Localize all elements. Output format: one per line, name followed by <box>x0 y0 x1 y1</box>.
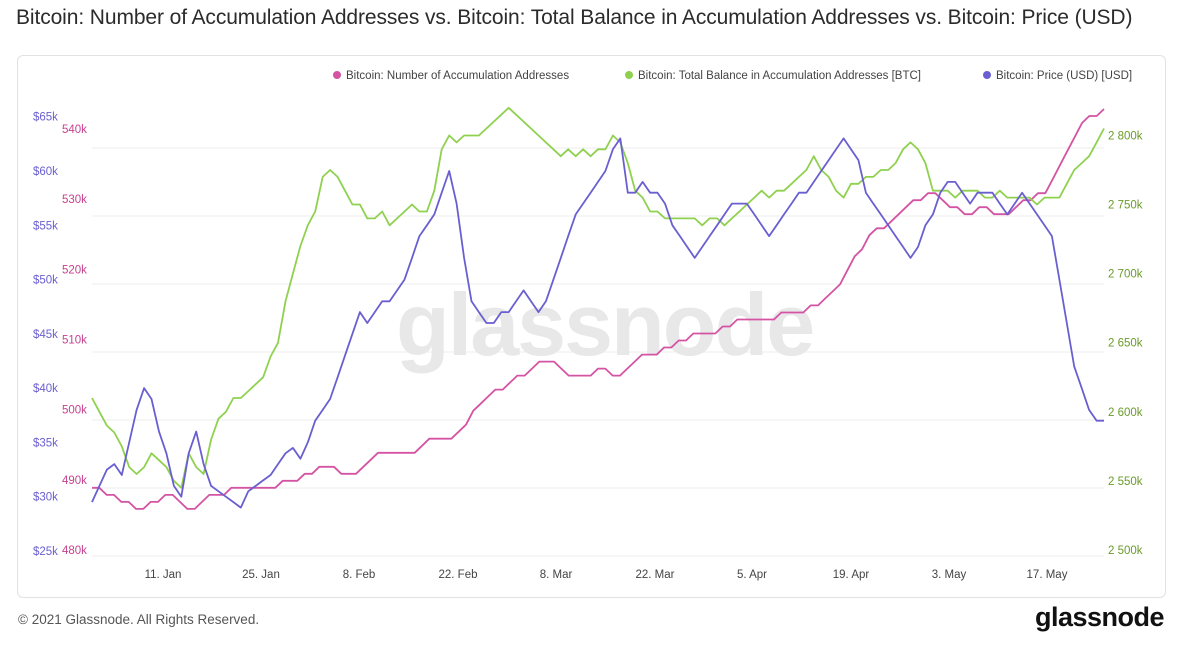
balance-tick: 2 750k <box>1108 200 1143 212</box>
legend-marker <box>983 71 991 79</box>
price-tick: $40k <box>33 383 58 395</box>
series-line-price <box>91 137 1104 509</box>
legend-label[interactable]: Bitcoin: Price (USD) [USD] <box>996 70 1132 82</box>
series-line-addresses <box>92 108 1105 510</box>
price-tick: $30k <box>33 492 58 504</box>
legend-marker <box>333 71 341 79</box>
addresses-tick: 490k <box>62 475 87 487</box>
legend-label[interactable]: Bitcoin: Total Balance in Accumulation A… <box>638 70 921 82</box>
price-tick: $60k <box>33 166 58 178</box>
chart-title: Bitcoin: Number of Accumulation Addresse… <box>16 6 1133 29</box>
x-tick: 25. Jan <box>242 569 280 581</box>
addresses-tick: 540k <box>62 124 87 136</box>
chart-panel <box>17 55 1166 598</box>
legend-label[interactable]: Bitcoin: Number of Accumulation Addresse… <box>346 70 569 82</box>
x-tick: 19. Apr <box>833 569 870 581</box>
balance-tick: 2 600k <box>1108 407 1143 419</box>
price-tick: $35k <box>33 437 58 449</box>
series-lines <box>91 106 1105 510</box>
balance-tick: 2 700k <box>1108 269 1143 281</box>
x-tick: 22. Mar <box>636 569 675 581</box>
legend[interactable]: Bitcoin: Number of Accumulation Addresse… <box>333 70 1132 82</box>
addresses-tick: 480k <box>62 545 87 557</box>
price-tick: $65k <box>33 112 58 124</box>
price-tick: $55k <box>33 220 58 232</box>
addresses-tick: 530k <box>62 194 87 206</box>
x-tick: 3. May <box>932 569 967 581</box>
x-tick: 8. Feb <box>343 569 376 581</box>
balance-tick: 2 800k <box>1108 130 1143 142</box>
balance-tick: 2 650k <box>1108 338 1143 350</box>
x-tick: 22. Feb <box>439 569 478 581</box>
addresses-tick: 520k <box>62 264 87 276</box>
price-tick: $45k <box>33 329 58 341</box>
x-tick: 17. May <box>1027 569 1068 581</box>
balance-tick: 2 500k <box>1108 545 1143 557</box>
x-tick: 5. Apr <box>737 569 767 581</box>
watermark: glassnode <box>396 275 813 374</box>
grid <box>92 147 1104 557</box>
balance-tick: 2 550k <box>1108 476 1143 488</box>
price-tick: $25k <box>33 546 58 558</box>
copyright-text: © 2021 Glassnode. All Rights Reserved. <box>18 612 260 627</box>
glassnode-logo[interactable]: glassnode <box>1034 602 1165 632</box>
series-line-balance <box>91 106 1105 489</box>
x-tick: 8. Mar <box>540 569 573 581</box>
axis-ticks: $25k $30k $35k $40k $45k $50k $55k $60k $65k 480k… <box>33 112 1143 581</box>
addresses-tick: 500k <box>62 405 87 417</box>
price-tick: $50k <box>33 275 58 287</box>
legend-marker <box>625 71 633 79</box>
x-tick: 11. Jan <box>145 569 182 581</box>
addresses-tick: 510k <box>62 335 87 347</box>
